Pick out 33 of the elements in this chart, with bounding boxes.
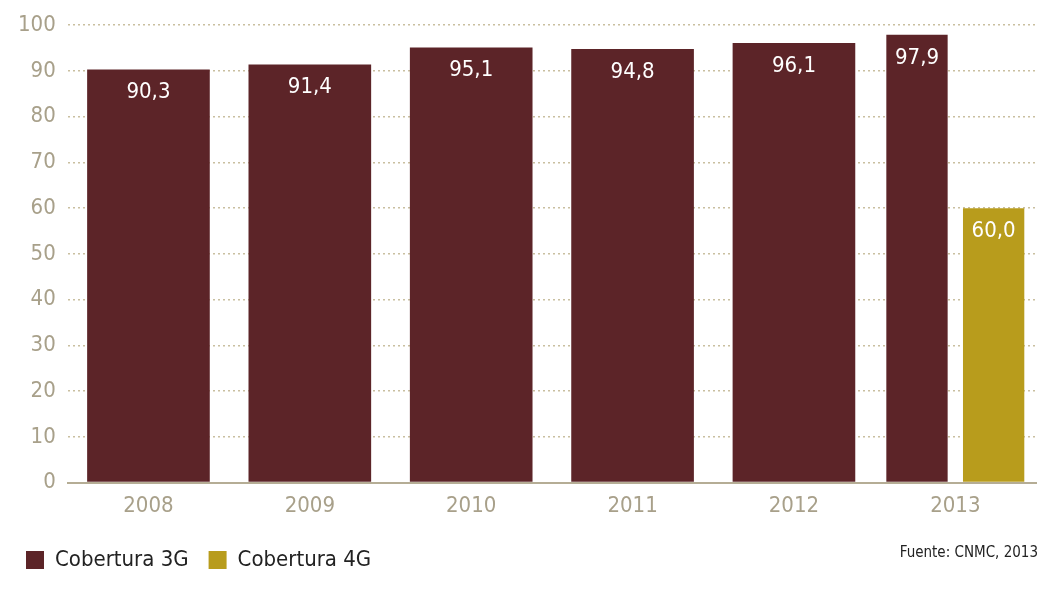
y-tick-label: 0 — [43, 468, 56, 494]
y-tick-label: 90 — [30, 56, 56, 82]
legend-label: Cobertura 3G — [55, 545, 189, 571]
x-tick-label: 2011 — [607, 491, 658, 517]
y-tick-label: 40 — [30, 285, 56, 311]
data-label: 90,3 — [126, 78, 171, 104]
data-label: 91,4 — [287, 73, 332, 99]
bar — [962, 208, 1025, 482]
y-tick-label: 10 — [30, 422, 56, 448]
bar — [409, 47, 533, 482]
y-tick-label: 100 — [17, 10, 56, 36]
bar — [571, 48, 694, 482]
y-tick-label: 30 — [30, 331, 56, 357]
data-label: 95,1 — [449, 56, 494, 82]
y-tick-label: 20 — [30, 376, 56, 402]
bar — [87, 69, 210, 482]
data-label: 94,8 — [610, 57, 655, 83]
y-tick-label: 50 — [30, 239, 56, 265]
data-label: 60,0 — [971, 216, 1016, 242]
bar — [732, 43, 856, 482]
legend-label: Cobertura 4G — [237, 545, 372, 571]
x-tick-label: 2010 — [446, 491, 497, 517]
x-tick-label: 2008 — [123, 491, 174, 517]
data-label: 96,1 — [771, 51, 816, 77]
bar — [248, 64, 372, 482]
source-note: Fuente: CNMC, 2013 — [899, 543, 1038, 561]
x-tick-label: 2009 — [284, 491, 336, 517]
y-tick-label: 80 — [30, 102, 56, 128]
x-tick-label: 2013 — [930, 491, 981, 517]
y-tick-label: 70 — [30, 148, 56, 174]
data-label: 97,9 — [894, 43, 940, 69]
y-tick-label: 60 — [30, 193, 56, 219]
x-tick-label: 2012 — [768, 491, 820, 517]
